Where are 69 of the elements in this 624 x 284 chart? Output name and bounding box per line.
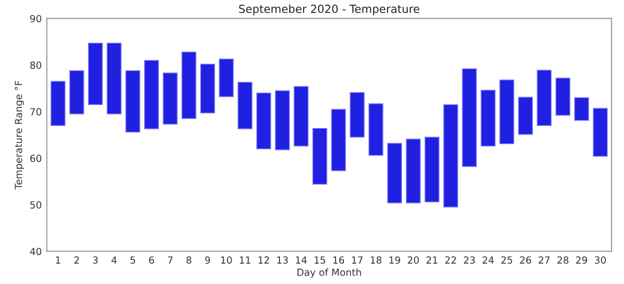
x-tick-label: 8 xyxy=(186,256,192,264)
x-tick-label: 1 xyxy=(56,256,60,264)
bar xyxy=(574,97,590,121)
bar xyxy=(218,58,234,98)
x-tick-label: 3 xyxy=(93,256,98,264)
bar xyxy=(294,86,309,146)
y-tick-label: 60 xyxy=(30,154,42,162)
x-tick-label: 24 xyxy=(482,256,494,264)
x-tick-label: 16 xyxy=(333,256,344,264)
x-tick-label: 7 xyxy=(168,256,172,264)
bar xyxy=(88,42,103,106)
x-tick-label: 29 xyxy=(576,256,588,264)
bar xyxy=(555,78,570,116)
x-tick-label: 11 xyxy=(240,256,250,264)
bar xyxy=(331,108,346,172)
x-tick-label: 26 xyxy=(520,256,532,264)
bar xyxy=(125,70,140,133)
bar xyxy=(181,52,196,120)
bar xyxy=(144,60,159,130)
y-tick-label: 70 xyxy=(30,108,42,116)
y-tick-label: 50 xyxy=(30,201,42,209)
x-tick-label: 5 xyxy=(130,256,136,264)
bar xyxy=(274,90,290,150)
x-tick-label: 4 xyxy=(112,256,117,264)
x-tick-label: 15 xyxy=(314,256,326,264)
x-tick-label: 12 xyxy=(258,256,269,264)
x-tick-label: 10 xyxy=(221,256,232,264)
bar xyxy=(368,103,384,156)
x-tick-label: 20 xyxy=(408,256,419,264)
bar xyxy=(200,64,216,114)
x-tick-label: 13 xyxy=(277,256,288,264)
bar xyxy=(69,70,84,114)
bar xyxy=(443,104,458,208)
bar xyxy=(256,92,272,150)
bar xyxy=(499,80,514,144)
x-tick-label: 28 xyxy=(557,256,568,264)
bar xyxy=(480,90,496,146)
bar xyxy=(518,96,533,135)
x-tick-label: 14 xyxy=(296,256,307,264)
y-tick-label: 40 xyxy=(30,248,42,256)
x-tick-label: 18 xyxy=(370,256,382,264)
x-tick-label: 17 xyxy=(352,256,363,264)
x-tick-label: 6 xyxy=(149,256,154,264)
y-axis-title: Temperature Range °F xyxy=(14,80,24,190)
bar xyxy=(462,68,477,167)
x-tick-label: 22 xyxy=(445,256,456,264)
x-axis-title: Day of Month xyxy=(298,268,361,278)
bar xyxy=(50,80,66,126)
bar xyxy=(406,138,421,204)
bar xyxy=(387,142,402,204)
bar xyxy=(592,108,608,157)
x-tick-label: 25 xyxy=(501,256,512,264)
bar xyxy=(162,72,178,125)
bar xyxy=(312,128,328,185)
x-tick-label: 21 xyxy=(426,256,438,264)
bar xyxy=(536,70,552,126)
x-tick-label: 19 xyxy=(389,256,400,264)
y-tick-label: 80 xyxy=(30,62,42,69)
chart-title: Septemeber 2020 - Temperature xyxy=(239,4,420,16)
bar xyxy=(238,82,252,130)
bar xyxy=(350,92,365,138)
y-tick-label: 90 xyxy=(30,14,42,22)
bar xyxy=(106,42,122,114)
x-tick-label: 23 xyxy=(464,256,475,264)
x-tick-label: 2 xyxy=(74,256,79,264)
x-tick-label: 9 xyxy=(205,256,210,264)
x-tick-label: 27 xyxy=(538,256,550,264)
x-tick-label: 30 xyxy=(594,256,606,264)
bar xyxy=(424,136,440,202)
